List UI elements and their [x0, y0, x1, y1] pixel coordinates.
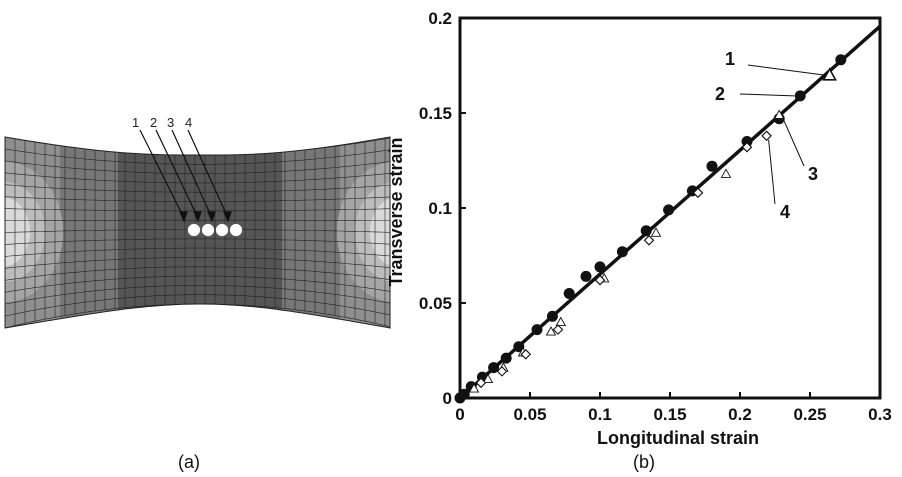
point-label-1: 1	[132, 115, 139, 130]
y-axis-label: Transverse strain	[386, 137, 406, 286]
data-point-series-2	[835, 54, 847, 66]
point-4	[229, 223, 243, 237]
x-tick-label: 0.05	[513, 405, 546, 424]
strain-chart: 0 0.05 0.1 0.15 0.2 0.25 0.3 0 0.05 0.1 0.15 0.2 12…	[386, 9, 892, 448]
data-point-series-2	[663, 204, 675, 216]
data-point-series-1	[822, 67, 837, 81]
data-point-series-4	[496, 366, 508, 377]
y-tick-label: 0.05	[419, 294, 452, 313]
data-point-series-2	[616, 246, 628, 258]
deformed-mesh-figure: 1 2 3 4	[4, 115, 391, 329]
data-point-series-2	[500, 352, 512, 364]
annotation-label-3: 3	[808, 164, 818, 184]
data-point-series-2	[580, 270, 592, 282]
annotation-label-2: 2	[715, 84, 725, 104]
data-point-series-2	[546, 310, 558, 322]
caption-b: (b)	[633, 452, 655, 472]
plot-marks: 12 34	[454, 25, 882, 404]
data-point-series-4	[520, 349, 532, 360]
annotation-leader-4	[768, 139, 776, 205]
data-point-series-4	[475, 377, 487, 389]
data-point-series-2	[640, 225, 652, 237]
point-label-3: 3	[167, 115, 174, 130]
data-point-series-2	[513, 341, 525, 353]
point-label-4: 4	[185, 115, 192, 130]
annotation-leader-1	[747, 64, 824, 76]
point-arrows	[139, 129, 232, 223]
data-point-series-4	[692, 187, 704, 199]
mesh-grid	[5, 137, 390, 328]
data-point-series-3	[555, 316, 567, 327]
data-point-series-2	[706, 160, 718, 172]
point-3	[215, 223, 229, 237]
data-point-series-3	[545, 326, 557, 336]
y-tick-label: 0.15	[419, 104, 452, 123]
x-axis-label: Longitudinal strain	[597, 428, 759, 448]
y-tick-label: 0.2	[428, 9, 452, 28]
caption-a: (a)	[178, 452, 200, 472]
data-point-series-2	[488, 362, 500, 374]
point-1	[187, 223, 201, 237]
data-point-series-3	[482, 373, 494, 384]
x-tick-label: 0.15	[653, 405, 686, 424]
central-band	[118, 137, 282, 328]
plot-axes: 0 0.05 0.1 0.15 0.2 0.25 0.3 0 0.05 0.1 0.15 0.2	[419, 9, 892, 424]
data-point-series-2	[563, 288, 575, 299]
data-point-series-2	[458, 388, 470, 400]
annotation-label-4: 4	[780, 202, 790, 222]
annotation-label-1: 1	[725, 49, 735, 69]
annotation-leader-3	[782, 118, 805, 167]
data-point-series-3	[650, 227, 662, 237]
x-tick-label: 0.2	[728, 405, 752, 424]
y-tick-label: 0	[443, 389, 452, 408]
data-point-series-4	[594, 274, 606, 286]
data-point-series-4	[552, 324, 564, 335]
data-point-series-3	[468, 383, 480, 393]
data-point-series-2	[794, 90, 806, 102]
data-point-series-4	[741, 141, 753, 153]
x-tick-label: 0.25	[793, 405, 826, 424]
data-point-series-3	[720, 168, 732, 178]
data-point-series-4	[643, 235, 655, 246]
x-tick-label: 0	[455, 405, 464, 424]
data-point-series-2	[531, 324, 543, 336]
data-point-series-4	[761, 130, 772, 142]
point-label-2: 2	[150, 115, 157, 130]
measurement-points	[187, 223, 243, 237]
data-point-series-2	[741, 136, 753, 147]
x-tick-label: 0.1	[588, 405, 612, 424]
data-point-series-3	[773, 109, 785, 119]
x-tick-label: 0.3	[868, 405, 892, 424]
data-point-series-2	[594, 261, 606, 273]
y-tick-label: 0.1	[428, 199, 452, 218]
point-2	[201, 223, 215, 237]
annotation-leader-2	[739, 93, 795, 97]
